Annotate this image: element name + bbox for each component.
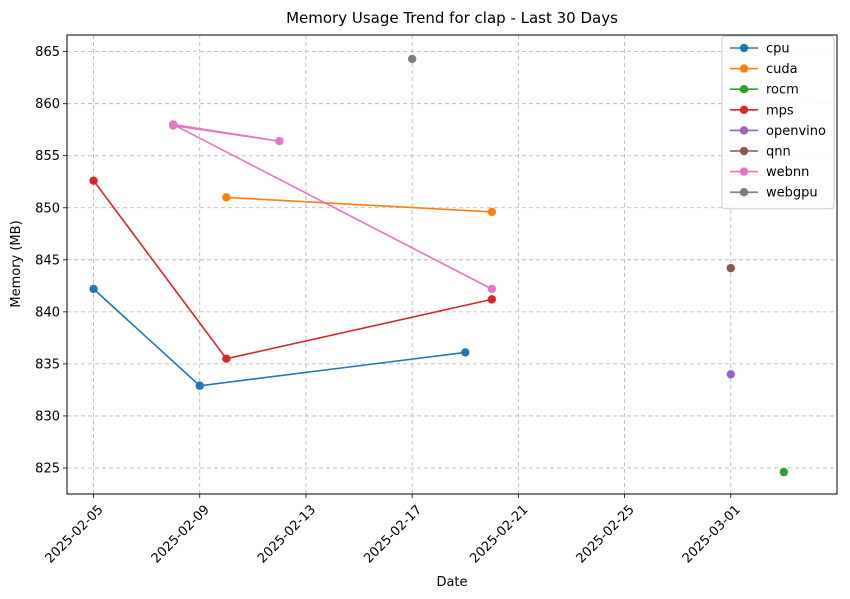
legend-swatch-marker: [739, 126, 749, 135]
data-point-cpu: [89, 284, 98, 294]
x-tick-label: 2025-02-05: [43, 502, 107, 566]
legend-item-openvino: openvino: [730, 124, 826, 139]
x-tick-label: 2025-03-01: [680, 502, 744, 566]
legend-swatch-marker: [739, 167, 749, 176]
series-line-cuda: [226, 196, 492, 213]
data-point-cuda: [487, 207, 497, 217]
data-point-cpu: [461, 348, 470, 357]
legend-label: rocm: [766, 83, 799, 98]
y-axis-label: Memory (MB): [9, 220, 24, 307]
x-tick-label: 2025-02-09: [149, 502, 213, 566]
legend-item-webgpu: webgpu: [730, 186, 818, 201]
y-tick-label: 850: [35, 201, 60, 216]
data-point-webnn: [275, 136, 284, 146]
legend-label: webgpu: [766, 186, 818, 201]
axes: 2025-02-05 2025-02-09 2025-02-13 2025-02-17…: [35, 45, 744, 566]
legend-item-rocm: rocm: [730, 83, 799, 98]
legend-label: webnn: [766, 165, 809, 180]
legend-label: qnn: [766, 145, 791, 160]
legend-swatch-marker: [739, 43, 749, 53]
data-point-webnn: [169, 120, 178, 129]
series-mps: [89, 176, 497, 363]
series-qnn: [726, 263, 735, 273]
data-point-cpu: [195, 381, 204, 390]
legend-item-qnn: qnn: [730, 145, 791, 160]
legend-swatch-marker: [739, 146, 749, 156]
y-tick-label: 830: [35, 409, 60, 424]
legend-box: [721, 35, 835, 210]
legend-item-webnn: webnn: [730, 165, 809, 180]
legend-item-cuda: cuda: [730, 62, 798, 77]
data-point-rocm: [779, 467, 789, 477]
series-webgpu: [407, 54, 417, 64]
x-tick-label: 2025-02-17: [361, 502, 425, 566]
legend-label: openvino: [766, 124, 826, 139]
series-line-webnn: [172, 123, 493, 290]
legend-swatch-marker: [739, 105, 749, 115]
data-point-mps: [89, 176, 98, 185]
y-tick-label: 860: [35, 97, 60, 112]
legend: cpu cuda rocm mps openvino qnn webnn webgpu: [721, 35, 835, 210]
data-point-cuda: [222, 193, 231, 202]
y-tick-label: 835: [35, 357, 60, 372]
y-tick-label: 865: [35, 45, 60, 60]
legend-swatch-marker: [739, 188, 749, 197]
data-point-mps: [487, 295, 497, 304]
x-tick-label: 2025-02-25: [574, 502, 638, 566]
chart-title: Memory Usage Trend for clap - Last 30 Da…: [286, 9, 618, 27]
series-layer: [89, 54, 789, 477]
plot-frame: [66, 34, 838, 495]
x-tick-label: 2025-02-13: [255, 502, 319, 566]
legend-swatch-marker: [739, 64, 749, 73]
legend-label: mps: [766, 103, 794, 118]
series-cpu: [89, 284, 470, 390]
series-line-cpu: [93, 288, 466, 387]
y-tick-label: 845: [35, 253, 60, 268]
data-point-mps: [222, 354, 231, 363]
data-point-openvino: [726, 370, 735, 379]
y-tick-label: 825: [35, 461, 60, 476]
x-tick-label: 2025-02-21: [467, 502, 531, 566]
data-point-webgpu: [407, 54, 417, 64]
series-webnn: [169, 120, 497, 294]
y-tick-label: 855: [35, 149, 60, 164]
series-openvino: [726, 370, 735, 379]
legend-label: cuda: [766, 62, 798, 77]
legend-item-mps: mps: [730, 103, 794, 118]
series-cuda: [222, 193, 497, 217]
data-point-qnn: [726, 263, 735, 273]
x-axis-label: Date: [436, 575, 467, 590]
legend-label: cpu: [766, 42, 790, 57]
legend-swatch-marker: [739, 85, 749, 94]
series-rocm: [779, 467, 789, 477]
legend-item-cpu: cpu: [730, 42, 790, 57]
y-tick-label: 840: [35, 305, 60, 320]
grid: [67, 35, 837, 494]
data-point-webnn: [487, 284, 497, 294]
